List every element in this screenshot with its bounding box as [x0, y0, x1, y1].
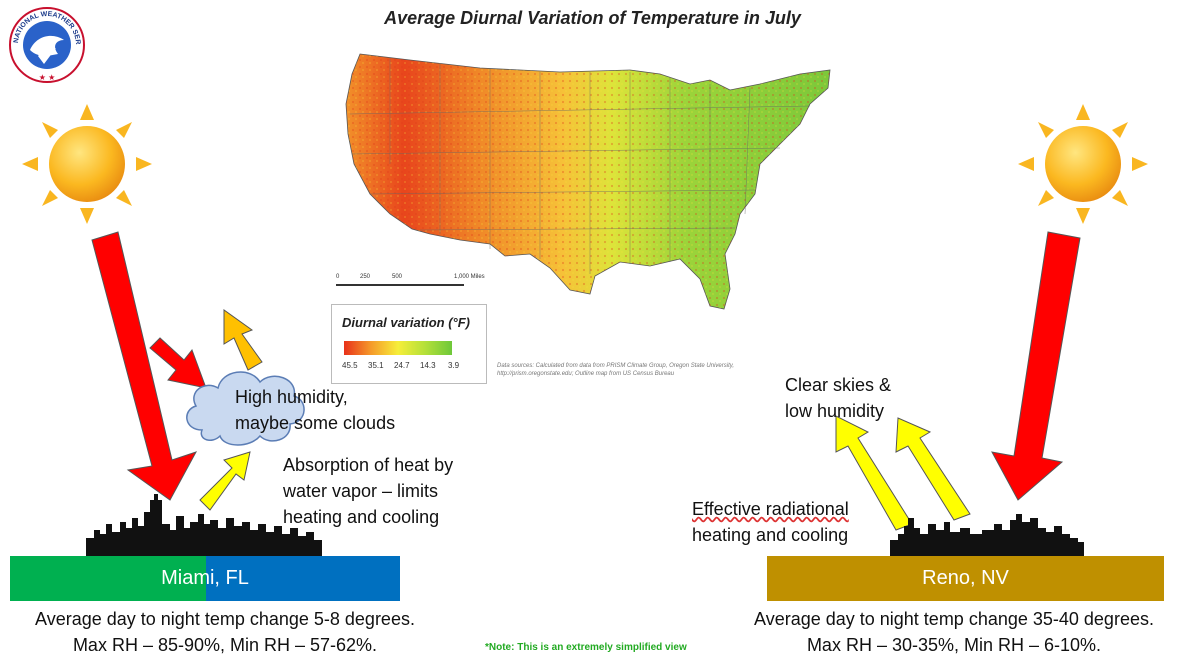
effective-text: Effective radiational heating and coolin…	[692, 496, 849, 548]
absorption-text-line: water vapor – limits	[283, 481, 439, 501]
map-scale-bar: 0 250 500 1,000 Miles	[336, 274, 496, 288]
legend-tick: 35.1	[368, 361, 384, 370]
reno-caption-line: Average day to night temp change 35-40 d…	[754, 609, 1154, 629]
miami-label: Miami, FL	[161, 567, 249, 589]
city-skyline-icon	[890, 514, 1084, 556]
map-legend: Diurnal variation (°F) 45.5 35.1 24.7 14…	[331, 304, 487, 384]
legend-tick: 45.5	[342, 361, 358, 370]
scale-label: 0	[336, 274, 340, 280]
legend-gradient	[344, 341, 452, 355]
reno-label: Reno, NV	[922, 567, 1009, 589]
city-skyline-icon	[86, 494, 322, 556]
map-source: Data sources: Calculated from data from …	[497, 363, 734, 377]
legend-tick: 14.3	[420, 361, 436, 370]
note-text: *Note: This is an extremely simplified v…	[485, 642, 687, 653]
effective-text-line: Effective radiational	[692, 499, 849, 519]
yellow-arrow-icon	[835, 415, 913, 531]
absorption-text-line: heating and cooling	[283, 507, 440, 527]
scale-label: 250	[360, 274, 371, 280]
absorption-text-line: Absorption of heat by	[283, 455, 454, 475]
sun-icon	[1018, 104, 1148, 224]
cloud-text: High humidity, maybe some clouds	[235, 384, 395, 436]
page-title: Average Diurnal Variation of Temperature…	[384, 8, 801, 28]
red-arrow-icon	[991, 231, 1081, 501]
reno-caption-line: Max RH – 30-35%, Min RH – 6-10%.	[806, 635, 1102, 655]
legend-tick: 3.9	[448, 361, 460, 370]
miami-bar	[10, 556, 400, 601]
red-arrow-icon	[149, 337, 207, 389]
miami-bar-green	[10, 556, 206, 601]
scale-label: 1,000 Miles	[454, 274, 485, 280]
legend-title: Diurnal variation (°F)	[342, 315, 470, 330]
cloud-icon	[186, 371, 305, 446]
miami-caption-line: Max RH – 85-90%, Min RH – 57-62%.	[72, 635, 378, 655]
cloud-text-line: High humidity,	[235, 387, 348, 407]
svg-text:★ ★: ★ ★	[39, 73, 56, 82]
yellow-arrow-icon	[199, 451, 251, 511]
nws-logo-icon: NATIONAL WEATHER SERVICE ★ ★	[8, 6, 85, 83]
clear-skies-line: low humidity	[785, 401, 885, 421]
miami-caption: Average day to night temp change 5-8 deg…	[0, 606, 450, 658]
us-diurnal-map	[345, 53, 831, 310]
absorption-text: Absorption of heat by water vapor – limi…	[283, 452, 453, 530]
orange-arrow-icon	[223, 309, 263, 371]
clear-skies-line: Clear skies &	[785, 375, 892, 395]
effective-text-line: heating and cooling	[692, 525, 849, 545]
reno-bar	[767, 556, 1164, 601]
legend-tick: 24.7	[394, 361, 410, 370]
miami-caption-line: Average day to night temp change 5-8 deg…	[35, 609, 415, 629]
reno-caption: Average day to night temp change 35-40 d…	[716, 606, 1185, 658]
miami-bar-blue	[206, 556, 400, 601]
yellow-arrow-icon	[895, 417, 971, 521]
scale-label: 500	[392, 274, 403, 280]
sun-icon	[22, 104, 152, 224]
clear-skies-text: Clear skies & low humidity	[785, 372, 891, 424]
cloud-text-line: maybe some clouds	[235, 413, 396, 433]
red-arrow-icon	[91, 231, 198, 501]
